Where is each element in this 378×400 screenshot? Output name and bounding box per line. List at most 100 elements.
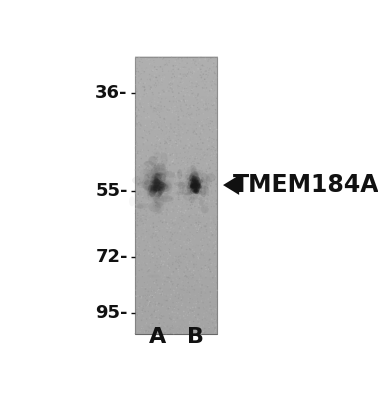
Point	[165, 256, 171, 262]
Point	[134, 140, 140, 147]
Point	[193, 117, 199, 123]
Point	[161, 271, 167, 277]
Point	[171, 222, 177, 228]
Point	[143, 87, 149, 94]
Point	[173, 109, 179, 116]
Point	[136, 214, 142, 221]
Point	[189, 177, 195, 183]
Point	[180, 243, 186, 250]
Point	[175, 152, 181, 158]
Point	[183, 217, 189, 223]
Point	[163, 155, 169, 162]
Point	[146, 180, 152, 186]
Point	[150, 67, 156, 74]
Point	[135, 68, 141, 75]
Point	[177, 197, 183, 203]
Point	[202, 290, 208, 296]
Point	[147, 230, 153, 237]
Point	[176, 143, 182, 149]
Point	[186, 69, 192, 75]
Point	[162, 291, 168, 298]
Point	[141, 247, 147, 254]
Point	[198, 210, 204, 217]
Point	[146, 190, 152, 196]
Point	[159, 79, 165, 86]
Point	[186, 65, 192, 72]
Point	[144, 200, 150, 206]
Point	[144, 302, 150, 309]
Point	[148, 110, 154, 116]
Point	[136, 117, 142, 124]
Point	[166, 310, 172, 317]
Point	[153, 166, 160, 172]
Ellipse shape	[191, 168, 195, 177]
Point	[144, 159, 150, 165]
Point	[144, 269, 150, 276]
Point	[180, 212, 186, 219]
Point	[191, 149, 197, 155]
Point	[213, 263, 219, 270]
Point	[190, 212, 196, 218]
Point	[181, 202, 187, 208]
Point	[135, 210, 141, 216]
Point	[182, 98, 188, 104]
Point	[198, 66, 204, 72]
Point	[193, 269, 199, 275]
Point	[183, 102, 189, 108]
Point	[178, 65, 184, 72]
Point	[187, 78, 194, 85]
Point	[188, 249, 194, 256]
Point	[209, 311, 215, 318]
Point	[169, 168, 175, 174]
Point	[179, 324, 185, 331]
Point	[145, 216, 151, 223]
Point	[200, 328, 206, 335]
Point	[155, 102, 161, 108]
Point	[137, 184, 143, 190]
Point	[178, 103, 184, 110]
Point	[153, 210, 159, 216]
Point	[154, 263, 160, 269]
Point	[187, 266, 193, 272]
Point	[138, 192, 144, 198]
Point	[161, 282, 167, 288]
Point	[146, 163, 152, 170]
Point	[140, 305, 146, 312]
Point	[193, 238, 199, 244]
Point	[141, 223, 147, 229]
Point	[170, 277, 176, 283]
Point	[196, 212, 202, 218]
Point	[154, 228, 160, 235]
Point	[173, 324, 179, 330]
Point	[154, 199, 160, 205]
Point	[169, 309, 175, 315]
Point	[176, 306, 182, 312]
Point	[194, 111, 200, 117]
Point	[213, 174, 219, 180]
Point	[164, 129, 170, 135]
Point	[163, 148, 169, 154]
Point	[189, 163, 195, 169]
Point	[143, 161, 149, 168]
Point	[163, 293, 169, 299]
Point	[144, 93, 150, 100]
Point	[158, 310, 164, 316]
Point	[156, 186, 162, 192]
Point	[188, 107, 194, 114]
Point	[144, 314, 150, 320]
Point	[144, 217, 150, 224]
Point	[189, 186, 195, 192]
Point	[173, 203, 179, 210]
Point	[206, 146, 212, 152]
Point	[155, 188, 161, 195]
Point	[197, 72, 203, 78]
Point	[141, 68, 147, 75]
Point	[177, 243, 183, 249]
Point	[168, 280, 174, 286]
Point	[151, 146, 157, 152]
Point	[136, 241, 142, 247]
Point	[214, 241, 220, 248]
Point	[163, 206, 169, 213]
Point	[198, 246, 204, 253]
Point	[214, 201, 220, 207]
